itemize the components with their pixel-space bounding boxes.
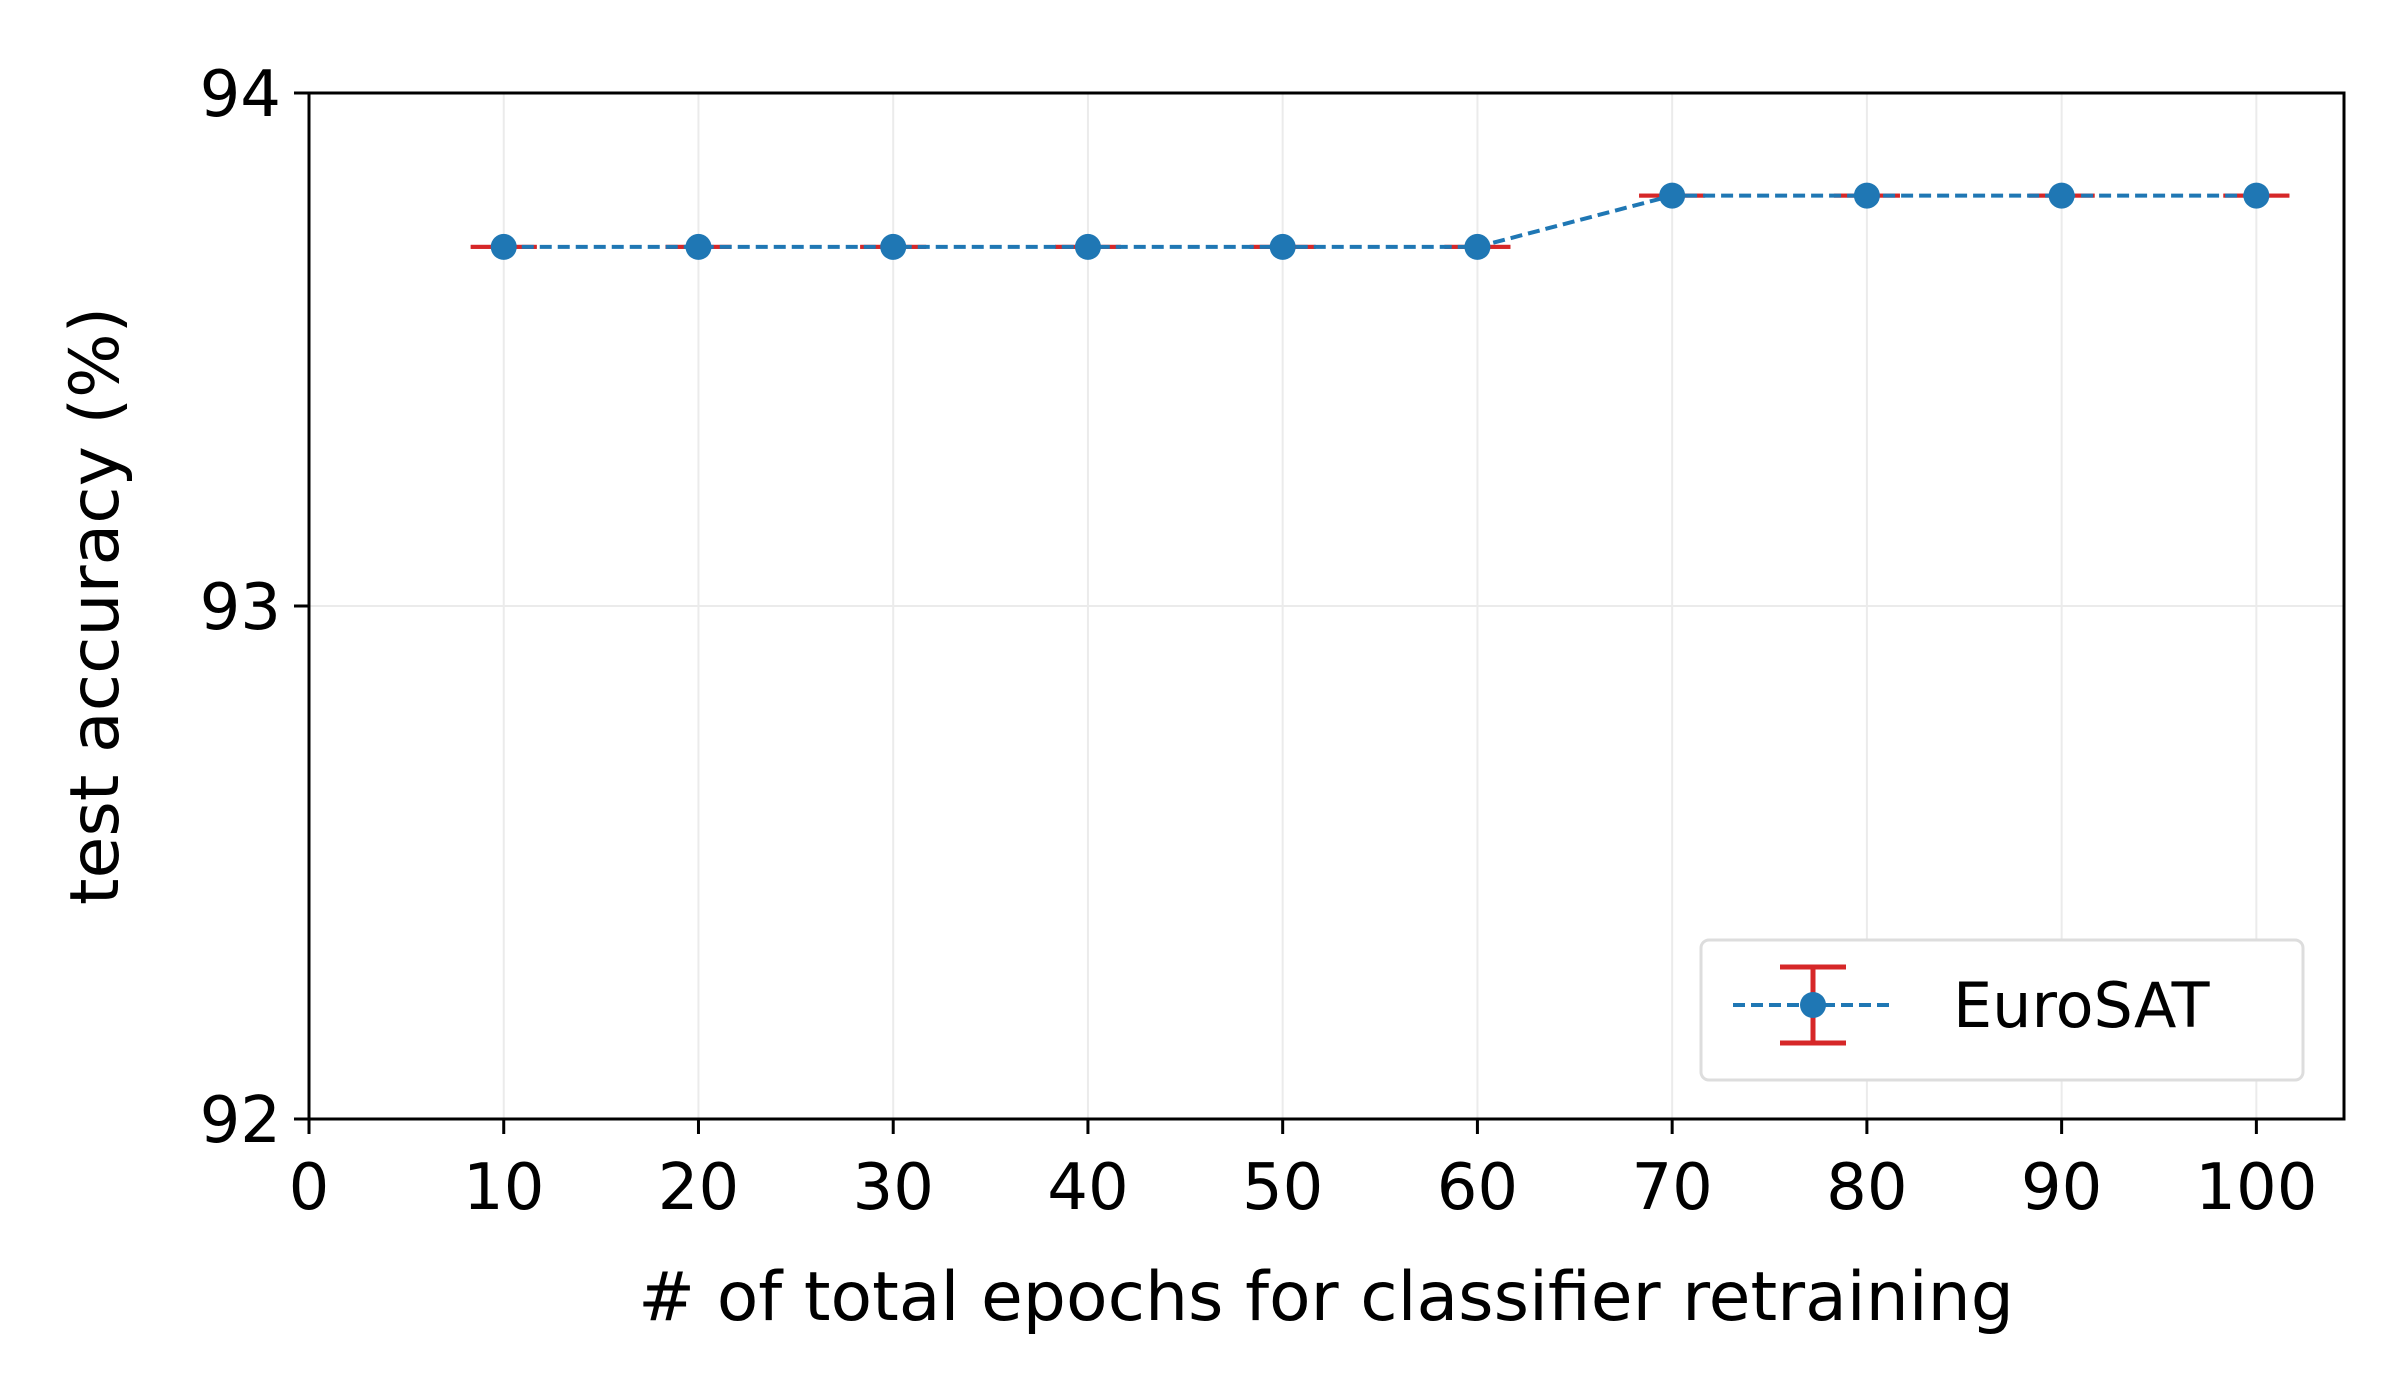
x-axis-label: # of total epochs for classifier retrain…	[638, 1258, 2014, 1337]
data-point	[1464, 233, 1491, 260]
axis-ticks: 0 10 20 30 40 50 60 70 80 90 100 92 93 94	[200, 58, 2318, 1225]
series-line	[503, 193, 2257, 249]
data-point	[2048, 182, 2075, 209]
x-tick-label: 0	[289, 1151, 330, 1225]
data-point	[1659, 182, 1686, 209]
x-tick-label: 60	[1437, 1151, 1518, 1225]
data-point	[1269, 233, 1296, 260]
y-tick-label: 93	[200, 571, 281, 645]
data-point	[490, 233, 517, 260]
x-tick-label: 80	[1826, 1151, 1907, 1225]
x-tick-label: 50	[1242, 1151, 1323, 1225]
x-tick-label: 20	[658, 1151, 739, 1225]
x-tick-label: 10	[463, 1151, 544, 1225]
y-axis-label: test accuracy (%)	[56, 307, 135, 905]
series-layer	[470, 182, 2290, 260]
data-point	[1074, 233, 1101, 260]
legend-marker-sample	[1800, 992, 1826, 1018]
legend: EuroSAT	[1699, 938, 2305, 1082]
x-tick-label: 30	[852, 1151, 933, 1225]
y-tick-label: 94	[200, 58, 281, 132]
x-tick-label: 70	[1631, 1151, 1712, 1225]
data-point	[880, 233, 907, 260]
x-tick-label: 90	[2021, 1151, 2102, 1225]
data-point	[2243, 182, 2270, 209]
y-tick-label: 92	[200, 1084, 281, 1158]
legend-frame	[1699, 938, 2305, 1082]
data-point	[685, 233, 712, 260]
data-point	[1853, 182, 1880, 209]
x-tick-label: 100	[2195, 1151, 2317, 1225]
legend-label: EuroSAT	[1953, 969, 2211, 1042]
x-tick-label: 40	[1047, 1151, 1128, 1225]
